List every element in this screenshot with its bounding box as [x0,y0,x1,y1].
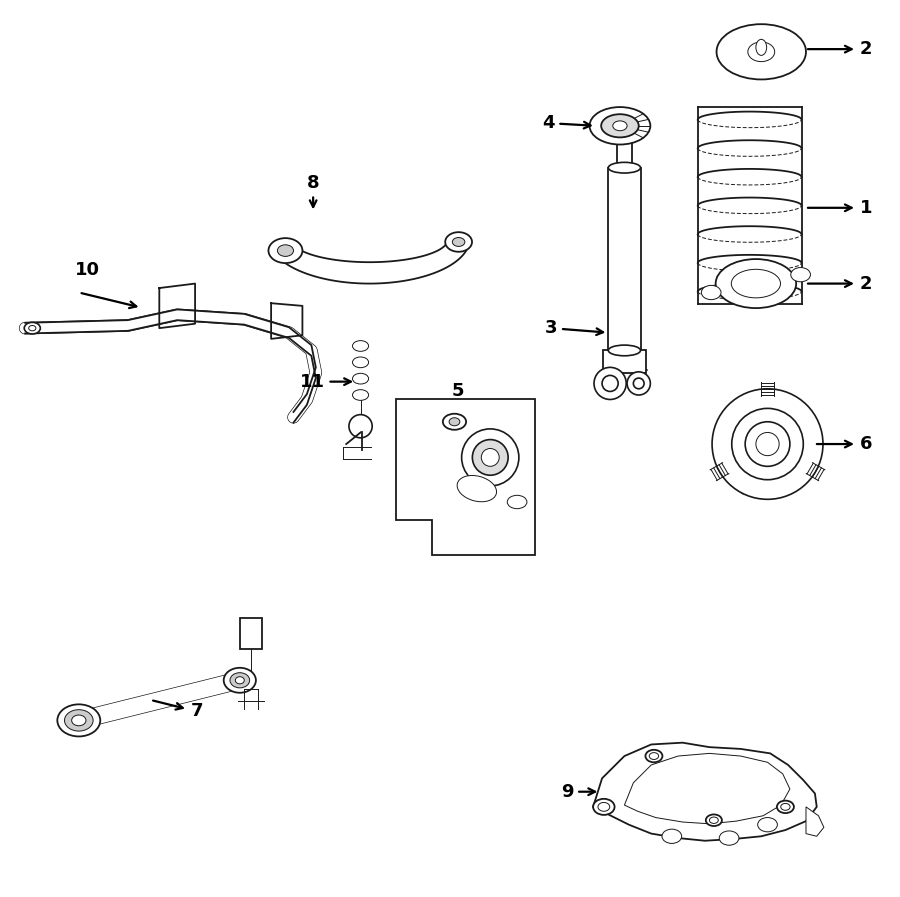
Ellipse shape [457,475,497,501]
Polygon shape [275,241,469,283]
Ellipse shape [598,803,609,811]
Circle shape [732,408,804,480]
Ellipse shape [716,259,796,308]
Ellipse shape [443,414,466,430]
Ellipse shape [230,673,249,688]
Ellipse shape [662,829,681,843]
Ellipse shape [29,326,36,331]
Text: 6: 6 [817,435,872,453]
Ellipse shape [719,831,739,845]
Text: 2: 2 [808,274,872,292]
Ellipse shape [748,42,775,62]
Ellipse shape [756,39,767,56]
Ellipse shape [608,162,641,173]
Circle shape [756,432,779,456]
Ellipse shape [608,345,641,356]
Circle shape [472,440,508,475]
Ellipse shape [758,817,778,832]
Ellipse shape [353,357,369,368]
Ellipse shape [709,817,718,823]
Ellipse shape [593,799,615,814]
Circle shape [745,422,790,466]
Circle shape [482,448,500,466]
Bar [608,168,641,351]
Ellipse shape [353,341,369,352]
Ellipse shape [791,267,811,282]
Ellipse shape [235,676,244,684]
Bar [239,618,262,649]
Ellipse shape [453,238,465,247]
Ellipse shape [449,418,460,426]
Polygon shape [593,743,816,840]
Text: 2: 2 [808,40,872,58]
Ellipse shape [58,704,100,736]
Polygon shape [806,807,824,836]
Text: 3: 3 [544,319,603,337]
Text: 11: 11 [300,372,351,390]
Text: 1: 1 [808,199,872,217]
Ellipse shape [446,232,472,252]
Ellipse shape [732,269,780,298]
Ellipse shape [24,322,40,334]
Ellipse shape [277,245,293,257]
Ellipse shape [508,495,526,509]
Polygon shape [396,399,535,555]
Text: 8: 8 [307,174,320,207]
Ellipse shape [615,118,634,131]
Circle shape [712,388,823,500]
Circle shape [602,376,618,391]
Ellipse shape [353,389,369,400]
Text: 7: 7 [153,701,203,720]
Bar [603,351,646,373]
Ellipse shape [716,24,806,80]
Ellipse shape [780,804,790,810]
Ellipse shape [777,801,794,813]
Ellipse shape [65,710,93,731]
Text: 9: 9 [561,783,595,801]
Text: 4: 4 [542,114,590,132]
Ellipse shape [268,238,302,263]
Ellipse shape [649,753,659,760]
Circle shape [349,414,373,438]
Circle shape [594,368,626,399]
Ellipse shape [706,814,722,826]
Ellipse shape [601,114,639,137]
Ellipse shape [590,107,651,144]
Text: 5: 5 [452,381,464,399]
Ellipse shape [224,667,256,692]
Circle shape [634,378,644,388]
Polygon shape [625,753,790,823]
Circle shape [627,372,651,395]
Ellipse shape [645,750,662,762]
Ellipse shape [701,285,721,300]
Circle shape [462,429,519,486]
Text: 10: 10 [76,261,100,279]
Ellipse shape [353,373,369,384]
Ellipse shape [72,715,86,726]
Ellipse shape [613,121,627,131]
